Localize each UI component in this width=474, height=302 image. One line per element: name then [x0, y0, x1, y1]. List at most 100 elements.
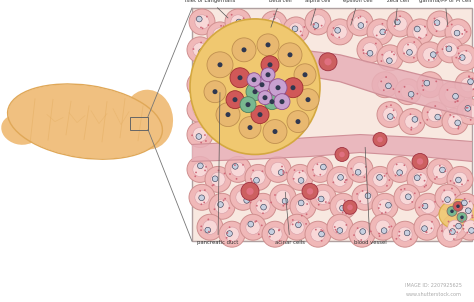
Circle shape — [280, 99, 284, 104]
Circle shape — [218, 202, 223, 207]
Circle shape — [307, 188, 313, 194]
Circle shape — [195, 190, 209, 204]
Circle shape — [343, 200, 357, 214]
Circle shape — [302, 72, 308, 77]
Circle shape — [230, 240, 231, 242]
Circle shape — [259, 82, 264, 87]
Circle shape — [193, 43, 207, 57]
Circle shape — [193, 162, 207, 177]
Circle shape — [442, 109, 468, 135]
Circle shape — [396, 18, 398, 20]
Circle shape — [430, 52, 436, 57]
Circle shape — [265, 26, 267, 28]
Circle shape — [335, 27, 340, 33]
Circle shape — [450, 210, 454, 213]
Circle shape — [292, 223, 293, 225]
Circle shape — [305, 221, 331, 247]
Circle shape — [313, 162, 327, 177]
Circle shape — [346, 213, 347, 215]
Circle shape — [286, 203, 288, 205]
Circle shape — [239, 117, 261, 139]
Circle shape — [227, 231, 232, 236]
Circle shape — [410, 113, 411, 115]
Circle shape — [434, 18, 436, 19]
Circle shape — [381, 212, 383, 214]
Circle shape — [230, 47, 232, 49]
Circle shape — [353, 16, 367, 30]
Circle shape — [314, 28, 316, 30]
Circle shape — [345, 179, 346, 181]
Circle shape — [359, 200, 361, 202]
Circle shape — [433, 17, 447, 31]
Circle shape — [227, 232, 228, 234]
Circle shape — [412, 117, 418, 122]
Circle shape — [191, 134, 193, 136]
Circle shape — [313, 24, 315, 25]
Circle shape — [299, 172, 301, 173]
Circle shape — [422, 203, 428, 209]
Circle shape — [236, 178, 237, 180]
Circle shape — [410, 238, 412, 240]
Circle shape — [378, 233, 380, 235]
Circle shape — [385, 76, 387, 78]
Circle shape — [460, 215, 464, 219]
Circle shape — [393, 109, 394, 111]
Circle shape — [435, 184, 461, 210]
Circle shape — [263, 95, 267, 100]
Circle shape — [330, 193, 356, 219]
Circle shape — [381, 54, 383, 56]
Circle shape — [439, 165, 441, 167]
Circle shape — [399, 231, 401, 233]
Circle shape — [394, 25, 396, 27]
Circle shape — [291, 85, 295, 90]
Circle shape — [193, 84, 195, 86]
Circle shape — [453, 193, 474, 219]
Circle shape — [405, 194, 411, 200]
Circle shape — [303, 26, 305, 28]
Circle shape — [199, 195, 204, 201]
Circle shape — [428, 108, 442, 122]
Circle shape — [306, 213, 308, 215]
Circle shape — [468, 79, 474, 85]
Circle shape — [290, 220, 304, 234]
Circle shape — [318, 204, 319, 206]
Circle shape — [377, 175, 383, 180]
Circle shape — [347, 204, 353, 210]
Circle shape — [193, 79, 199, 85]
Circle shape — [395, 238, 397, 240]
Circle shape — [261, 224, 263, 226]
Circle shape — [458, 53, 460, 54]
Circle shape — [373, 133, 387, 146]
Circle shape — [468, 76, 470, 78]
Circle shape — [193, 102, 207, 117]
Circle shape — [378, 199, 392, 214]
Circle shape — [223, 34, 249, 60]
Circle shape — [461, 219, 463, 221]
Circle shape — [293, 169, 295, 171]
Circle shape — [305, 223, 307, 225]
Circle shape — [421, 85, 423, 87]
Circle shape — [298, 178, 304, 183]
Circle shape — [439, 82, 465, 108]
Text: shutterstock: shutterstock — [12, 284, 77, 293]
Circle shape — [297, 38, 299, 40]
Circle shape — [399, 235, 400, 236]
Circle shape — [268, 23, 274, 29]
Circle shape — [247, 125, 253, 130]
Circle shape — [459, 199, 473, 214]
Circle shape — [385, 83, 392, 89]
Circle shape — [427, 119, 428, 121]
Circle shape — [212, 89, 218, 94]
Circle shape — [307, 156, 333, 182]
Circle shape — [465, 107, 467, 109]
Circle shape — [252, 169, 254, 171]
Circle shape — [320, 164, 326, 170]
Circle shape — [248, 189, 250, 191]
Circle shape — [387, 11, 413, 37]
Circle shape — [456, 231, 458, 233]
Circle shape — [250, 198, 251, 199]
Circle shape — [333, 25, 347, 39]
Circle shape — [255, 221, 256, 223]
Circle shape — [383, 51, 397, 65]
Circle shape — [267, 62, 273, 67]
